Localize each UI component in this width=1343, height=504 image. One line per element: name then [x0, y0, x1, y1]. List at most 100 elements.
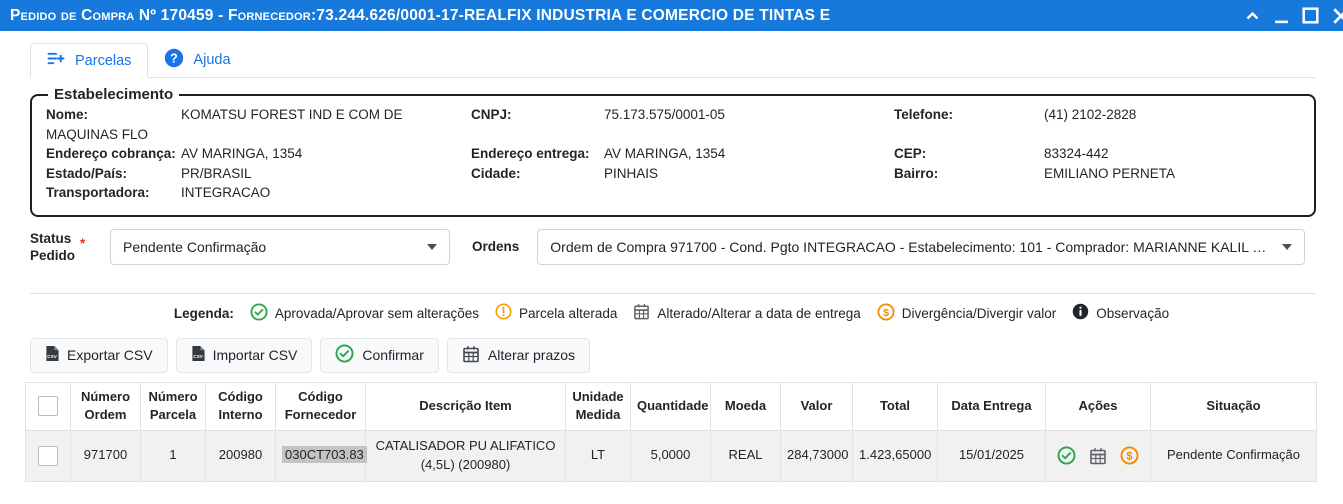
- maximize-icon[interactable]: [1302, 7, 1319, 24]
- status-label-line1: Status: [30, 230, 72, 246]
- csv-file-icon: CSV: [191, 345, 205, 365]
- list-plus-icon: [47, 51, 66, 70]
- field-nome-value: KOMATSU FOREST IND E COM DE MAQUINAS FLO: [46, 107, 403, 142]
- field-bairro: Bairro: EMILIANO PERNETA: [894, 164, 1292, 184]
- cell-codigo-interno: 200980: [205, 429, 276, 482]
- cell-codigo-fornecedor: 030CT703.83: [275, 429, 367, 482]
- import-csv-button[interactable]: CSV Importar CSV: [175, 337, 313, 373]
- ordens-value: Ordem de Compra 971700 - Cond. Pgto INTE…: [550, 238, 1272, 255]
- field-cnpj-label: CNPJ:: [471, 107, 512, 122]
- approve-action-check-circle-icon[interactable]: [1057, 446, 1076, 465]
- legend-item-label: Parcela alterada: [519, 305, 618, 321]
- field-telefone: Telefone: (41) 2102-2828: [894, 105, 1292, 144]
- legend-item-label: Divergência/Divergir valor: [901, 305, 1057, 321]
- cell-acoes: $: [1045, 429, 1151, 482]
- table-header-row: Número Ordem Número Parcela Código Inter…: [25, 381, 1317, 431]
- establishment-legend: Estabelecimento: [54, 86, 174, 103]
- change-dates-button[interactable]: Alterar prazos: [446, 337, 591, 373]
- tabs-bar: Parcelas ? Ajuda: [0, 42, 1343, 78]
- tab-ajuda[interactable]: ? Ajuda: [148, 42, 246, 77]
- field-transportadora: Transportadora: INTEGRACAO: [46, 183, 463, 203]
- cell-select: [25, 429, 71, 482]
- question-circle-icon: ?: [164, 48, 184, 72]
- dollar-circle-icon: $: [877, 303, 895, 324]
- confirm-button[interactable]: Confirmar: [320, 337, 439, 373]
- field-endereco-cobranca-label: Endereço cobrança:: [46, 146, 176, 161]
- cell-moeda: REAL: [710, 429, 781, 482]
- status-pedido-select[interactable]: Pendente Confirmação: [110, 228, 450, 265]
- field-cep-value: 83324-442: [1044, 146, 1109, 161]
- field-estado-pais-label: Estado/País:: [46, 165, 128, 181]
- ordens-label: Ordens: [472, 239, 520, 254]
- field-bairro-value: EMILIANO PERNETA: [1044, 165, 1176, 181]
- header-moeda: Moeda: [710, 381, 781, 431]
- import-csv-label: Importar CSV: [212, 347, 298, 363]
- calendar-icon: [633, 303, 650, 323]
- field-transportadora-label: Transportadora:: [46, 185, 150, 200]
- svg-text:?: ?: [171, 51, 179, 65]
- header-select-all: [25, 381, 71, 431]
- tab-parcelas[interactable]: Parcelas: [30, 43, 149, 78]
- status-ordens-row: Status Pedido * Pendente Confirmação Ord…: [0, 228, 1343, 265]
- cell-situacao: Pendente Confirmação: [1150, 429, 1317, 482]
- header-unidade-medida: Unidade Medida: [565, 381, 631, 431]
- header-quantidade: Quantidade: [630, 381, 711, 431]
- minimize-icon[interactable]: [1274, 8, 1289, 24]
- header-acoes: Ações: [1045, 381, 1151, 431]
- close-icon[interactable]: [1332, 7, 1343, 25]
- tab-ajuda-label: Ajuda: [193, 51, 231, 68]
- cell-data-entrega: 15/01/2025: [937, 429, 1046, 482]
- field-transportadora-value: INTEGRACAO: [181, 185, 271, 200]
- legend-item-divergence: $ Divergência/Divergir valor: [877, 303, 1057, 324]
- field-cnpj-value: 75.173.575/0001-05: [604, 107, 725, 122]
- legend-item-altered: Parcela alterada: [495, 303, 617, 323]
- divider: [30, 292, 1316, 294]
- change-dates-label: Alterar prazos: [487, 347, 576, 363]
- legend-item-date-change: Alterado/Alterar a data de entrega: [633, 303, 861, 323]
- legend-item-approved: Aprovada/Aprovar sem alterações: [250, 303, 479, 324]
- confirm-label: Confirmar: [362, 347, 424, 363]
- legend-title: Legenda:: [173, 305, 234, 321]
- chevron-down-icon: [1282, 243, 1292, 250]
- svg-text:$: $: [883, 307, 889, 319]
- field-cnpj: CNPJ: 75.173.575/0001-05: [471, 105, 886, 144]
- legend-item-label: Observação: [1096, 305, 1170, 321]
- check-circle-icon: [335, 344, 354, 366]
- toolbar: CSV Exportar CSV CSV Importar CSV Confir…: [30, 337, 1343, 373]
- field-cep-label: CEP:: [894, 146, 927, 161]
- window-titlebar: Pedido de Compra Nº 170459 - Fornecedor:…: [0, 0, 1343, 31]
- field-endereco-cobranca-value: AV MARINGA, 1354: [181, 146, 303, 161]
- select-all-checkbox[interactable]: [38, 396, 58, 416]
- header-numero-parcela: Número Parcela: [140, 381, 206, 431]
- establishment-panel: Estabelecimento Nome: KOMATSU FOREST IND …: [30, 86, 1316, 217]
- legend-item-label: Alterado/Alterar a data de entrega: [657, 305, 861, 321]
- header-total: Total: [852, 381, 938, 431]
- check-circle-icon: [250, 303, 268, 324]
- header-situacao: Situação: [1150, 381, 1317, 431]
- change-date-calendar-icon[interactable]: [1089, 447, 1107, 465]
- field-telefone-value: (41) 2102-2828: [1044, 107, 1137, 122]
- status-pedido-label: Status Pedido *: [30, 230, 110, 264]
- header-codigo-interno: Código Interno: [205, 381, 276, 431]
- header-data-entrega: Data Entrega: [937, 381, 1046, 431]
- window-title: Pedido de Compra Nº 170459 - Fornecedor:…: [10, 6, 831, 24]
- svg-text:$: $: [1126, 451, 1132, 463]
- cell-total: 1.423,65000: [852, 429, 938, 482]
- header-numero-ordem: Número Ordem: [70, 381, 141, 431]
- csv-file-icon: CSV: [45, 345, 59, 365]
- field-estado-pais-value: PR/BRASIL: [181, 165, 252, 181]
- legend-item-observation: Observação: [1072, 303, 1169, 323]
- field-endereco-entrega-value: AV MARINGA, 1354: [604, 146, 726, 161]
- diverge-value-dollar-circle-icon[interactable]: $: [1120, 446, 1139, 465]
- field-cep: CEP: 83324-442: [894, 144, 1292, 164]
- field-endereco-entrega: Endereço entrega: AV MARINGA, 1354: [471, 144, 886, 164]
- parcels-table: Número Ordem Número Parcela Código Inter…: [25, 381, 1317, 482]
- header-descricao-item: Descrição Item: [365, 381, 566, 431]
- row-checkbox[interactable]: [38, 445, 58, 466]
- cell-quantidade: 5,0000: [630, 429, 711, 482]
- ordens-select[interactable]: Ordem de Compra 971700 - Cond. Pgto INTE…: [537, 228, 1305, 265]
- cell-unidade-medida: LT: [565, 429, 631, 482]
- collapse-icon[interactable]: [1244, 8, 1261, 24]
- field-endereco-cobranca: Endereço cobrança: AV MARINGA, 1354: [46, 144, 463, 164]
- export-csv-button[interactable]: CSV Exportar CSV: [30, 337, 168, 373]
